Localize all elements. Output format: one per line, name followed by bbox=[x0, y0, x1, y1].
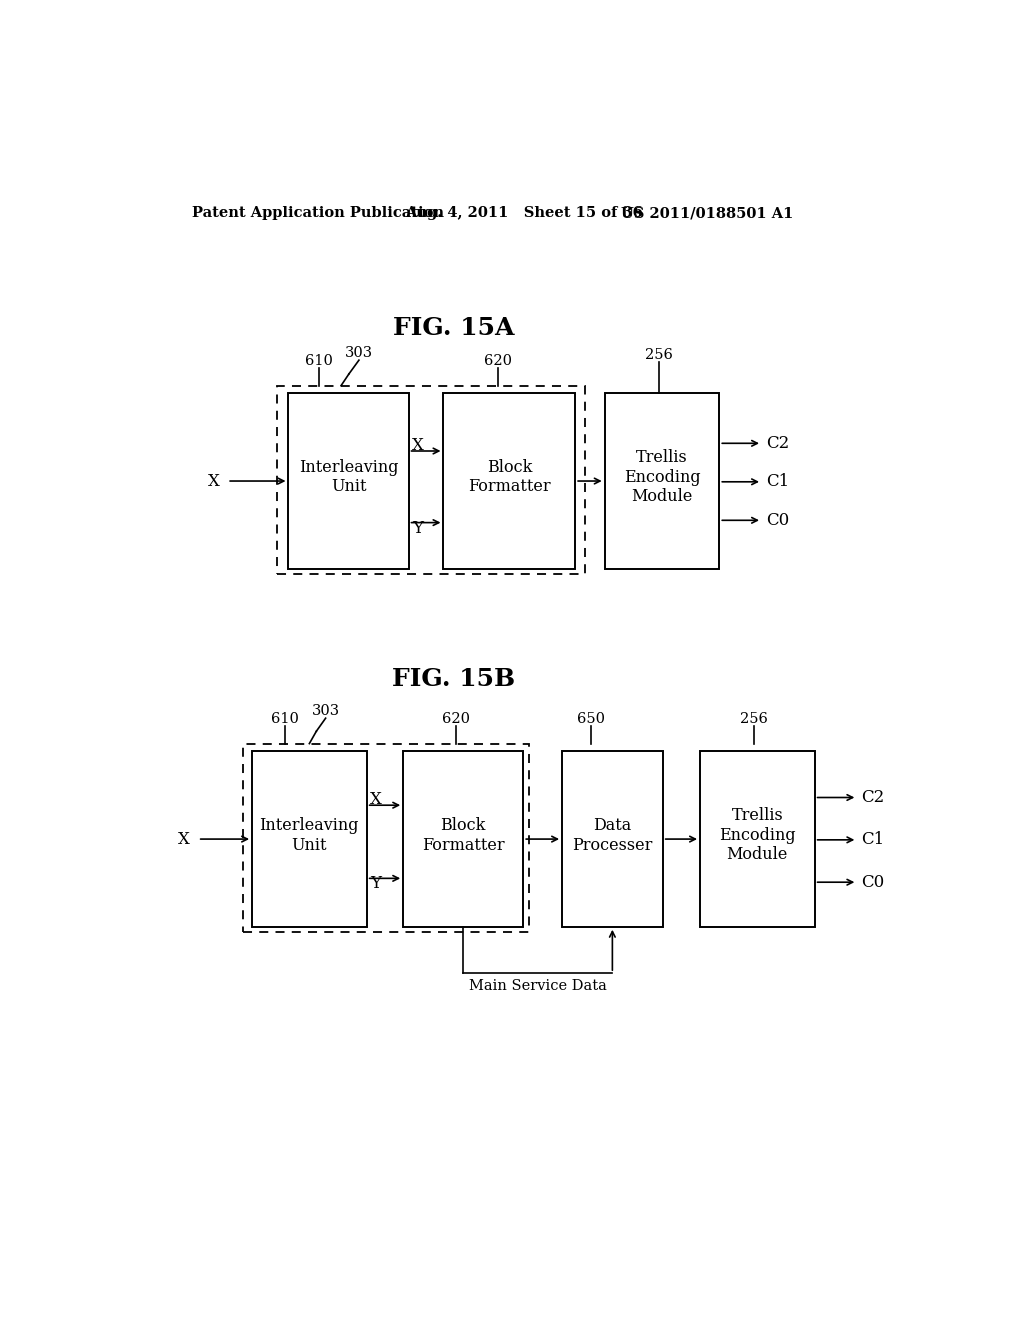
Text: Aug. 4, 2011   Sheet 15 of 36: Aug. 4, 2011 Sheet 15 of 36 bbox=[406, 206, 643, 220]
Text: C0: C0 bbox=[766, 512, 790, 529]
Text: 620: 620 bbox=[484, 354, 512, 368]
Text: FIG. 15A: FIG. 15A bbox=[393, 317, 514, 341]
Text: 256: 256 bbox=[740, 711, 768, 726]
Text: 650: 650 bbox=[578, 711, 605, 726]
Text: Data
Processer: Data Processer bbox=[572, 817, 652, 854]
Text: Patent Application Publication: Patent Application Publication bbox=[193, 206, 444, 220]
Text: US 2011/0188501 A1: US 2011/0188501 A1 bbox=[621, 206, 794, 220]
Text: Block
Formatter: Block Formatter bbox=[422, 817, 505, 854]
Text: C2: C2 bbox=[861, 789, 885, 807]
Text: 303: 303 bbox=[311, 704, 340, 718]
Text: X: X bbox=[412, 437, 424, 454]
Bar bbox=[604, 393, 719, 569]
Bar bbox=[403, 751, 523, 927]
Text: Y: Y bbox=[412, 520, 423, 536]
Bar bbox=[276, 385, 586, 574]
Text: C1: C1 bbox=[766, 474, 790, 490]
Text: Y: Y bbox=[370, 875, 381, 892]
Text: C2: C2 bbox=[766, 434, 790, 451]
Bar bbox=[562, 751, 663, 927]
Text: FIG. 15B: FIG. 15B bbox=[392, 667, 515, 690]
Text: Interleaving
Unit: Interleaving Unit bbox=[260, 817, 359, 854]
Bar bbox=[289, 393, 409, 569]
Text: 620: 620 bbox=[441, 711, 470, 726]
Text: Interleaving
Unit: Interleaving Unit bbox=[299, 459, 398, 495]
Text: Main Service Data: Main Service Data bbox=[469, 979, 606, 993]
Text: 256: 256 bbox=[645, 348, 673, 363]
Text: 303: 303 bbox=[345, 346, 373, 360]
Text: X: X bbox=[208, 473, 219, 490]
Text: 610: 610 bbox=[305, 354, 334, 368]
Bar bbox=[252, 751, 367, 927]
Text: X: X bbox=[178, 830, 190, 847]
Text: Trellis
Encoding
Module: Trellis Encoding Module bbox=[624, 449, 700, 506]
Text: 610: 610 bbox=[271, 711, 299, 726]
Text: X: X bbox=[370, 791, 382, 808]
Bar bbox=[443, 393, 575, 569]
Bar bbox=[243, 743, 529, 932]
Bar bbox=[700, 751, 815, 927]
Text: C0: C0 bbox=[861, 874, 885, 891]
Text: Block
Formatter: Block Formatter bbox=[468, 459, 551, 495]
Text: Trellis
Encoding
Module: Trellis Encoding Module bbox=[719, 807, 796, 863]
Text: C1: C1 bbox=[861, 832, 885, 849]
